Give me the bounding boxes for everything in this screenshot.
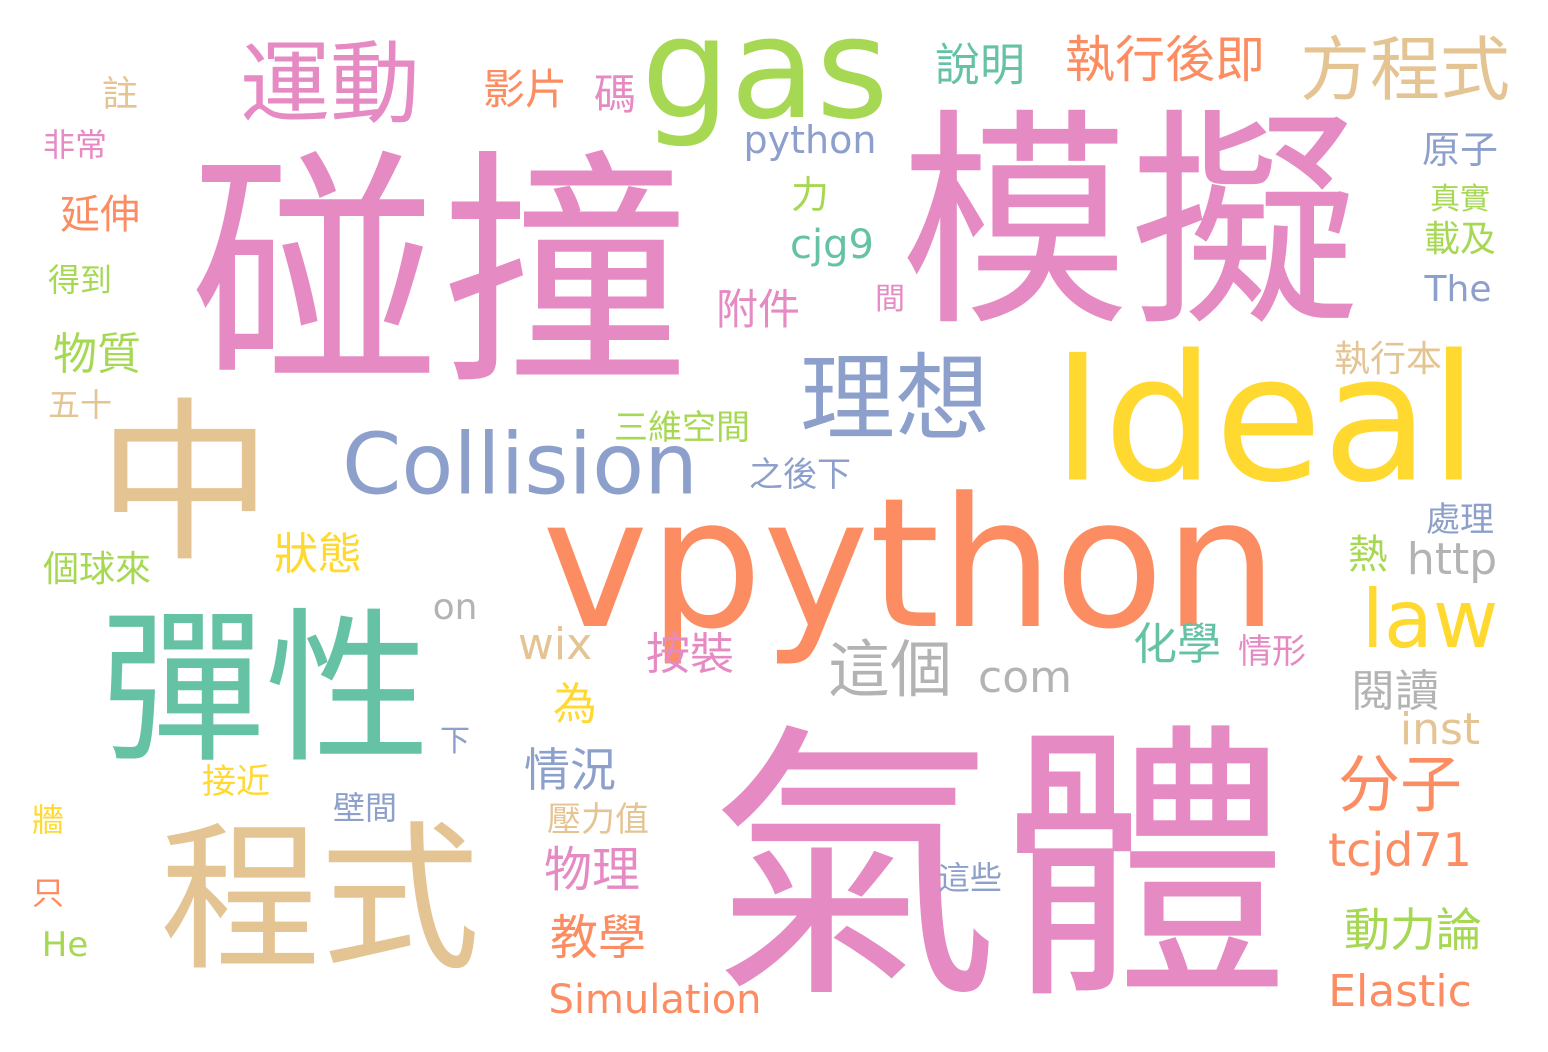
word-qiti: 氣體 [710,701,1290,1038]
word-li: 力 [790,173,830,217]
word-jiaoxue: 教學 [549,910,647,966]
word-wuzhi: 物質 [53,329,141,380]
word-moni: 模擬 [899,91,1361,358]
word-http: http [1406,534,1498,585]
word-feichang: 非常 [42,126,108,164]
word-fangchengshi: 方程式 [1300,29,1510,111]
word-sanweikongjian: 三維空間 [614,408,750,448]
word-he: He [41,925,89,965]
word-zhu: 註 [101,74,139,115]
word-wuli: 物理 [543,842,641,898]
word-fenzi: 分子 [1337,748,1463,821]
word-zhong: 中 [97,383,273,587]
word-ideal: Ideal [1051,318,1479,522]
word-xia: 下 [440,724,470,759]
word-law: law [1361,573,1499,666]
word-zhi: 只 [31,874,65,912]
word-bijian: 壁間 [332,789,398,827]
word-zhexie: 這些 [937,859,1003,897]
word-zhixinghouji: 執行後即 [1065,31,1265,89]
word-gas: gas [641,0,889,151]
word-chengshi: 程式 [159,806,481,993]
word-collision: Collision [342,415,698,515]
word-donglilun: 動力論 [1344,903,1482,957]
word-wei: 為 [553,679,597,730]
word-chuli: 處理 [1426,500,1494,540]
word-zaiji: 載及 [1423,219,1497,260]
word-yuedu: 閱讀 [1351,666,1439,717]
word-shuoming: 說明 [934,38,1026,92]
word-yingpian: 影片 [482,65,568,114]
word-vpython: vpython [541,460,1279,669]
word-yanshen: 延伸 [60,192,140,238]
word-geqiulai: 個球來 [42,549,152,590]
word-zhixingben: 執行本 [1333,339,1443,380]
word-wushi: 五十 [47,386,113,424]
word-cjg9: cjg9 [790,222,874,268]
word-yuanzi: 原子 [1421,128,1499,172]
word-yundong: 運動 [240,32,420,137]
word-the: The [1424,269,1492,310]
word-simulation: Simulation [548,977,762,1023]
word-elastic: Elastic [1328,966,1472,1017]
word-re: 熱 [1348,532,1388,578]
word-lixiang: 理想 [799,344,991,455]
word-python: python [743,118,877,162]
word-wix: wix [517,619,593,670]
word-fujian: 附件 [715,285,801,334]
word-pengzhuang: 碰撞 [190,129,690,420]
word-qingkuang: 情況 [524,743,616,797]
word-inst: inst [1399,704,1481,755]
word-anzhuang: 按裝 [646,629,734,680]
word-jiejin: 接近 [202,762,270,802]
word-huaxue: 化學 [1133,619,1221,670]
word-zhege: 這個 [827,633,953,706]
word-tcjd71: tcjd71 [1328,823,1472,877]
word-zhihouxia: 之後下 [749,455,851,495]
word-tanxing: 彈性 [100,593,430,786]
word-zhenshi: 真實 [1430,182,1490,217]
word-qiang: 牆 [31,801,65,839]
word-yaliz: 壓力值 [547,800,649,840]
word-qingxing: 情形 [1238,632,1306,672]
word-dedao: 得到 [47,261,113,299]
word-on: on [432,587,478,628]
word-zhuangtai: 狀態 [274,529,362,580]
word-ma: 碼 [593,70,637,119]
word-com: com [978,652,1072,703]
word-jian: 間 [875,282,905,317]
